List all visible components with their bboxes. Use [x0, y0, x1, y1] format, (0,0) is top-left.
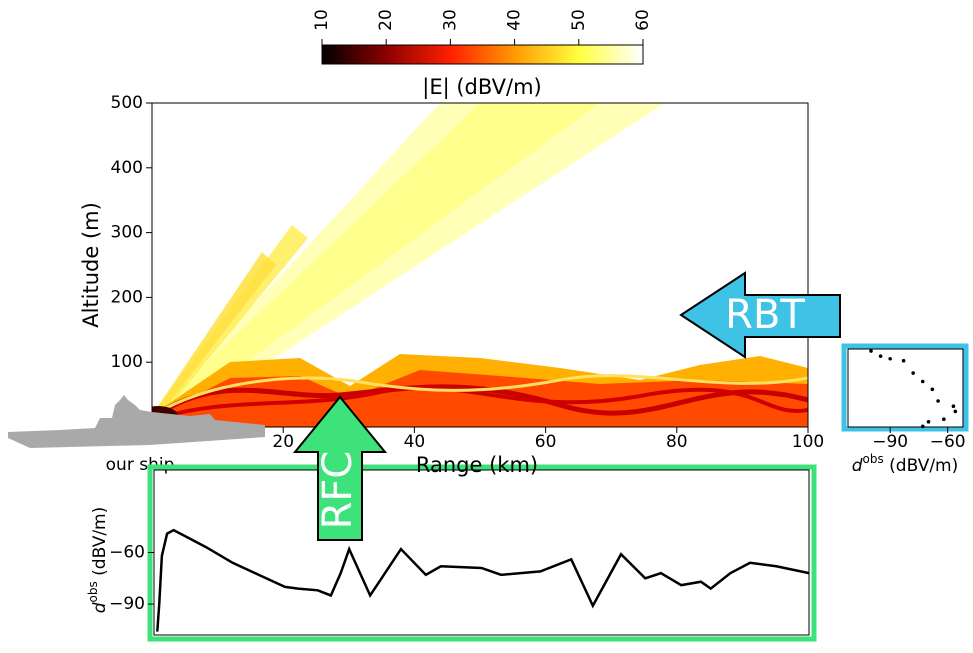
y-tick-label: 200 — [111, 287, 143, 307]
colorbar — [321, 44, 644, 65]
data-point — [869, 349, 873, 353]
rfc-frame — [147, 464, 817, 642]
x-tick-label: 20 — [272, 432, 294, 452]
y-tick-label: 500 — [111, 93, 143, 113]
x-axis-label: Range (km) — [416, 453, 538, 477]
y-tick-label: −90 — [109, 594, 145, 614]
rbt-frame — [841, 343, 969, 432]
rfc-arrow — [292, 395, 388, 541]
rbt-axes-frame — [847, 348, 964, 428]
data-point — [953, 409, 958, 414]
data-point — [942, 417, 946, 422]
colorbar-tick-label: 50 — [569, 9, 589, 31]
x-tick-label: 60 — [535, 432, 557, 452]
data-point — [878, 354, 883, 358]
data-point — [930, 387, 935, 392]
axis-label: dobs (dBV/m) — [86, 507, 111, 614]
y-tick-label: 100 — [111, 352, 143, 372]
axis-label: dobs (dBV/m) — [852, 452, 959, 477]
ship-silhouette — [8, 395, 265, 448]
colorbar-tick-label: 10 — [312, 9, 332, 31]
colorbar-tick-label: 30 — [440, 9, 460, 31]
y-tick-label: 300 — [111, 223, 143, 243]
x-tick-label: 80 — [666, 432, 688, 452]
data-point — [901, 358, 906, 363]
colorbar-tick-label: 20 — [376, 9, 396, 31]
rbt-arrow — [679, 271, 841, 359]
main-axes-frame — [151, 102, 809, 428]
y-tick-label: 400 — [111, 158, 143, 178]
data-point — [936, 399, 940, 403]
colorbar-tick-label: 60 — [633, 9, 653, 31]
colorbar-tick-label: 40 — [505, 9, 525, 31]
rfc-axes-frame — [153, 469, 810, 636]
x-tick-label: −90 — [872, 432, 908, 452]
data-point — [920, 379, 925, 384]
y-axis-label: Altitude (m) — [79, 202, 103, 328]
data-line — [156, 528, 810, 632]
data-point — [920, 424, 925, 429]
y-tick-label: −60 — [109, 543, 145, 563]
data-point — [926, 420, 931, 424]
data-point — [951, 404, 956, 409]
x-tick-label: −60 — [930, 432, 966, 452]
x-tick-label: 100 — [792, 432, 824, 452]
rbt-label: RBT — [725, 292, 805, 338]
colorbar-label: |E| (dBV/m) — [422, 75, 541, 100]
data-point — [888, 356, 892, 361]
x-tick-label: 40 — [404, 432, 426, 452]
data-point — [911, 371, 915, 375]
field-image — [152, 103, 808, 427]
rfc-label: RFC — [315, 451, 361, 530]
